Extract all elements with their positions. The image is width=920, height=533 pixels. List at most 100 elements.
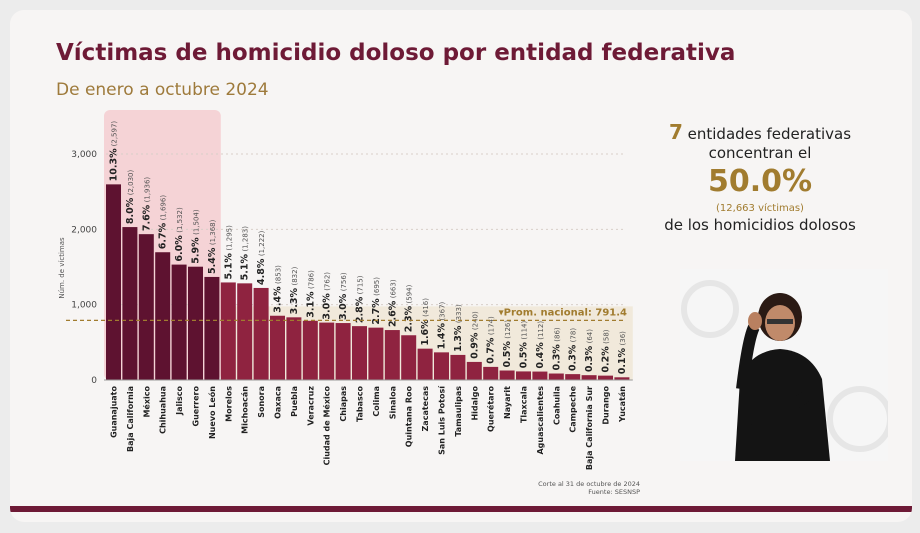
bar-count-label: (333) (455, 304, 463, 323)
bar (106, 184, 121, 380)
bar-percent-label: 6.0% (174, 235, 185, 262)
bar-count-label: (112) (537, 321, 545, 340)
x-tick-label: Ciudad de México (322, 386, 332, 466)
bar-percent-label: 0.5% (502, 341, 513, 368)
bar-percent-label: 1.3% (453, 325, 464, 352)
bar (401, 335, 417, 380)
footnote-source: Fuente: SESNSP (588, 488, 640, 496)
bar-percent-label: 0.3% (551, 344, 562, 371)
bar-percent-label: 1.6% (420, 319, 431, 346)
chart-title: Víctimas de homicidio doloso por entidad… (56, 40, 736, 66)
x-tick-label: Baja California (126, 386, 135, 452)
summary-line-2: concentran el (708, 144, 812, 162)
bar-count-label: (1,936) (143, 177, 151, 203)
x-tick-label: Veracruz (306, 386, 315, 426)
bar-count-label: (2,030) (127, 170, 135, 196)
x-tick-label: Guanajuato (110, 386, 119, 438)
x-tick-label: Baja California Sur (585, 386, 594, 470)
footnote-date: Corte al 31 de octubre de 2024 (538, 480, 640, 488)
bar (171, 264, 187, 380)
bar-count-label: (1,368) (209, 219, 217, 245)
bar (548, 373, 564, 380)
bar-count-label: (2,597) (111, 121, 119, 147)
bar (384, 330, 400, 380)
summary-line-1: 7 entidades federativas (630, 120, 890, 144)
x-tick-label: Sonora (257, 386, 266, 418)
x-tick-label: Oaxaca (274, 386, 283, 419)
bar (138, 234, 154, 380)
chart-subtitle: De enero a octubre 2024 (56, 80, 269, 100)
bar-count-label: (756) (340, 272, 348, 291)
bar-percent-label: 10.3% (109, 148, 120, 181)
x-tick-label: Nayarit (503, 386, 512, 419)
bar-count-label: (762) (324, 272, 332, 291)
x-tick-label: Morelos (224, 386, 233, 422)
x-tick-label: Guerrero (192, 386, 201, 427)
bar-percent-label: 5.9% (191, 237, 202, 264)
x-tick-label: Sinaloa (388, 386, 397, 419)
bar (335, 323, 351, 380)
bar-percent-label: 3.4% (273, 286, 284, 313)
bar-count-label: (715) (357, 275, 365, 294)
x-tick-label: Nuevo León (207, 386, 217, 439)
x-tick-label: Coahuila (552, 386, 561, 425)
bar (614, 377, 630, 380)
bottom-bar (10, 506, 912, 512)
bar-percent-label: 3.3% (289, 287, 300, 314)
x-tick-label: Zacatecas (421, 386, 430, 432)
bar-count-label: (174) (488, 316, 496, 335)
bar (122, 227, 138, 380)
bar-count-label: (64) (586, 329, 594, 344)
x-tick-label: Jalisco (175, 385, 184, 415)
bar-percent-label: 0.2% (601, 346, 612, 373)
slide: Víctimas de homicidio doloso por entidad… (10, 10, 912, 522)
bar (286, 317, 302, 380)
x-tick-label: Durango (602, 386, 611, 425)
bar-percent-label: 5.1% (240, 254, 251, 281)
bar-percent-label: 0.3% (568, 344, 579, 371)
bar (434, 352, 449, 380)
bar-percent-label: 2.8% (355, 296, 366, 323)
bar (450, 354, 466, 380)
y-tick-label: 2,000 (71, 225, 97, 235)
bar (417, 348, 433, 380)
summary-victims: (12,663 víctimas) (716, 203, 804, 214)
bar-count-label: (663) (389, 279, 397, 298)
bar-percent-label: 7.6% (141, 204, 152, 231)
bar-percent-label: 0.3% (584, 345, 595, 372)
bar-percent-label: 8.0% (125, 197, 136, 224)
bar-percent-label: 2.7% (371, 298, 382, 325)
bar (483, 366, 499, 380)
bar-count-label: (786) (307, 270, 315, 289)
summary-percent: 50.0% (707, 164, 813, 199)
x-tick-label: Aguascalientes (536, 386, 545, 455)
bar (253, 287, 269, 380)
bar-percent-label: 3.1% (305, 291, 316, 318)
x-tick-label: Chihuahua (159, 386, 168, 434)
bar-count-label: (416) (422, 298, 430, 317)
bar-percent-label: 1.4% (437, 323, 448, 350)
bar-percent-label: 5.4% (207, 247, 218, 274)
bar-count-label: (853) (275, 265, 283, 284)
interpreter-figure (680, 269, 888, 461)
bar-count-label: (695) (373, 277, 381, 296)
bar (565, 374, 581, 380)
x-tick-label: Yucatán (618, 386, 627, 423)
bar (204, 276, 220, 380)
bar (237, 283, 253, 380)
bar-count-label: (1,532) (176, 207, 184, 233)
x-tick-label: Querétaro (486, 386, 496, 432)
bar-count-label: (1,295) (225, 225, 233, 251)
bar-count-label: (832) (291, 266, 299, 285)
bar-percent-label: 0.9% (469, 332, 480, 359)
bar (499, 370, 515, 380)
bar (220, 282, 236, 380)
bar-count-label: (126) (504, 320, 512, 339)
x-tick-label: México (141, 386, 151, 418)
x-tick-label: Colima (372, 386, 381, 417)
bar-percent-label: 3.0% (322, 293, 333, 320)
bar-count-label: (86) (553, 327, 561, 342)
x-tick-label: Hidalgo (470, 386, 479, 421)
bar-count-label: (1,504) (193, 209, 201, 235)
bar-count-label: (367) (439, 301, 447, 320)
